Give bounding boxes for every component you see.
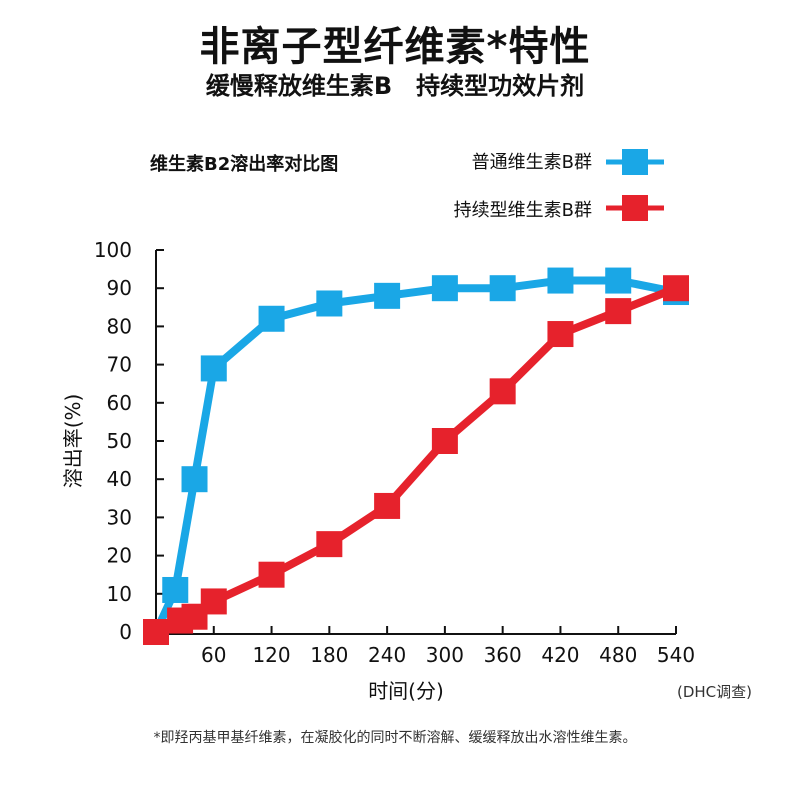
legend-swatches: [606, 149, 664, 221]
chart-title: 维生素B2溶出率对比图: [150, 154, 339, 175]
x-tick-label: 120: [252, 643, 290, 667]
series-line: [152, 276, 677, 634]
data-point: [258, 305, 285, 332]
legend-label-sustained: 持续型维生素B群: [453, 200, 592, 221]
series-0: [143, 267, 689, 645]
y-tick-label: 100: [94, 238, 132, 262]
y-tick-label: 90: [107, 276, 132, 300]
data-point: [489, 275, 516, 302]
x-tick-label: 480: [599, 643, 637, 667]
data-point: [605, 267, 632, 294]
x-tick-label: 540: [657, 643, 695, 667]
data-point: [200, 588, 227, 615]
page-subtitle: 缓慢释放维生素B 持续型功效片剂: [205, 72, 585, 100]
data-point: [200, 355, 227, 382]
data-point: [316, 290, 343, 317]
source-note: (DHC调查): [676, 683, 752, 701]
y-tick-label: 0: [119, 620, 132, 644]
data-point: [663, 275, 689, 302]
data-point: [374, 492, 401, 519]
data-point: [489, 378, 516, 405]
series-layer: [143, 267, 689, 645]
y-tick-label: 40: [107, 467, 132, 491]
data-point: [181, 466, 208, 493]
data-point: [316, 531, 343, 558]
legend-item-normal: 普通维生素B群: [472, 148, 600, 174]
x-tick-label: 60: [201, 643, 226, 667]
y-tick-label: 60: [107, 391, 132, 415]
legend-item-sustained: 持续型维生素B群: [454, 196, 600, 222]
series-1: [143, 275, 689, 645]
legend-marker: [622, 195, 648, 221]
x-tick-label: 420: [541, 643, 579, 667]
y-tick-label: 20: [107, 544, 132, 568]
data-point: [431, 428, 458, 454]
data-point: [547, 321, 574, 348]
data-point: [374, 282, 401, 309]
x-tick-label: 180: [310, 643, 348, 667]
y-tick-label: 50: [107, 429, 132, 453]
x-tick-label: 360: [484, 643, 522, 667]
y-tick-label: 70: [107, 353, 132, 377]
y-axis-title: 溶出率(%): [61, 394, 85, 489]
y-tick-label: 30: [107, 505, 132, 529]
series-line: [154, 284, 678, 636]
y-tick-label: 10: [107, 582, 132, 606]
x-axis-title: 时间(分): [368, 679, 444, 703]
data-point: [258, 561, 285, 588]
footnote: *即羟丙基甲基纤维素，在凝胶化的同时不断溶解、缓缓释放出水溶性维生素。: [153, 730, 637, 746]
data-point: [162, 576, 189, 603]
y-tick-label: 80: [107, 314, 132, 338]
data-point: [143, 619, 169, 645]
chart-axes: 0 10 20 30 40 50 60 70 80 90 100 60 120 180 240 300 360 4…: [94, 238, 695, 667]
legend-marker: [622, 149, 648, 175]
data-point: [431, 275, 458, 302]
x-tick-label: 240: [368, 643, 406, 667]
data-point: [547, 267, 574, 294]
data-point: [605, 298, 632, 325]
x-tick-label: 300: [426, 643, 464, 667]
page-title: 非离子型纤维素*特性: [199, 24, 591, 70]
legend-label-normal: 普通维生素B群: [471, 152, 592, 173]
